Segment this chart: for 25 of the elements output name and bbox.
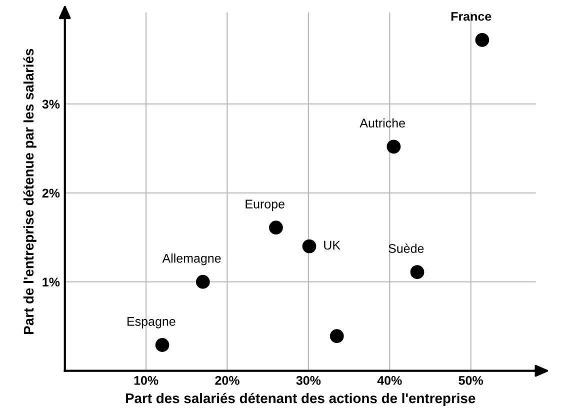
y-tick-label: 2%	[42, 188, 60, 198]
annotation: Autriche	[360, 118, 405, 128]
x-tick-label: 30%	[296, 376, 321, 385]
point	[410, 265, 424, 280]
point	[196, 274, 210, 289]
y-tick-label: 1%	[42, 278, 60, 286]
point	[330, 329, 344, 344]
x-tick-label: 40%	[377, 376, 402, 385]
y-axis-title: Part de l'entreprise détenue par les salariés	[23, 48, 36, 334]
annotation: Europe	[246, 200, 284, 211]
annotation: Espagne	[128, 317, 176, 328]
point	[386, 140, 401, 154]
point	[302, 239, 316, 254]
x-axis-title: Part des salariés détenant des actions de l'entreprise	[126, 392, 476, 406]
annotation: Suède	[388, 244, 424, 253]
annotation: France	[451, 12, 492, 21]
x-tick-label: 10%	[134, 376, 158, 385]
point	[475, 32, 490, 47]
x-tick-label: 20%	[215, 376, 240, 385]
annotation: UK	[324, 240, 340, 250]
point	[269, 220, 283, 235]
annotation: Allemagne	[162, 254, 221, 266]
x-tick-label: 50%	[458, 376, 484, 385]
point	[155, 338, 170, 352]
y-tick-label: 3%	[42, 100, 60, 109]
